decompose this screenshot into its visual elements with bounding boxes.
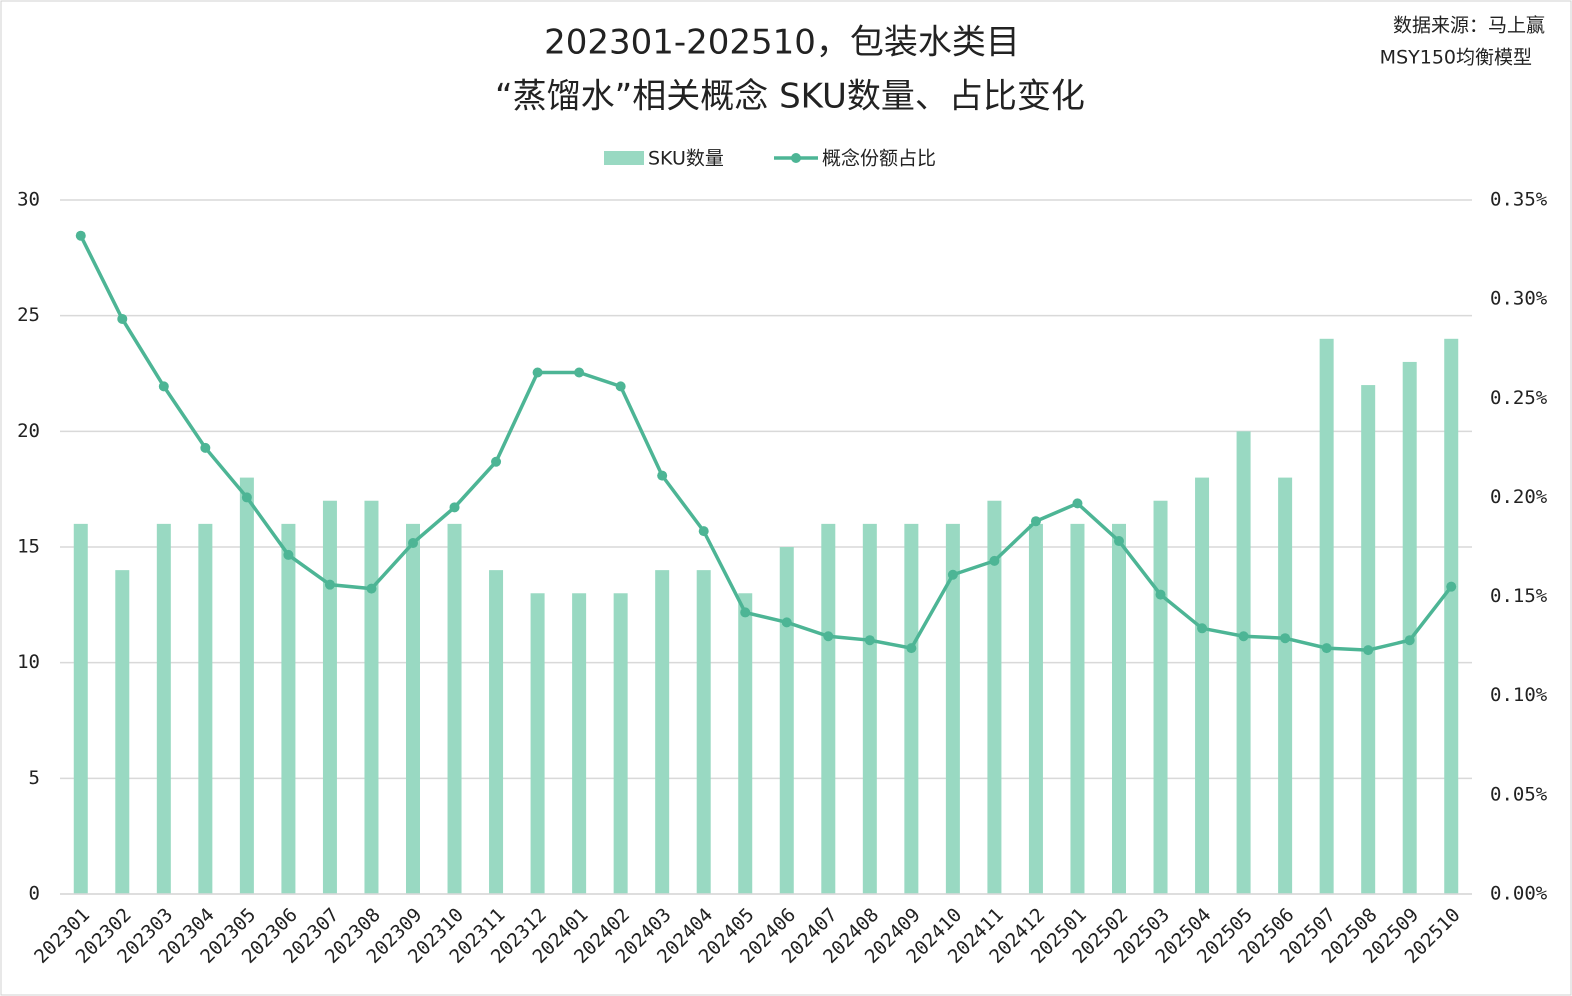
bar	[115, 570, 130, 894]
point	[1030, 516, 1041, 527]
point	[1238, 631, 1249, 642]
legend-swatch	[791, 153, 801, 163]
source: MSY150均衡模型	[1380, 47, 1532, 69]
bar	[738, 593, 753, 894]
y2-tick-label: 0.00%	[1490, 883, 1548, 905]
y2-tick-label: 0.35%	[1490, 189, 1548, 211]
bar	[1236, 431, 1251, 894]
y2-tick-label: 0.25%	[1490, 387, 1548, 409]
bar	[73, 523, 88, 894]
y-tick-label: 5	[29, 767, 40, 789]
point	[698, 526, 709, 537]
point	[1197, 623, 1208, 634]
point	[1446, 581, 1457, 592]
bar	[1444, 338, 1459, 894]
legend-label: 概念份额占比	[822, 147, 936, 170]
chart-title: 202301-202510，包装水类目	[544, 23, 1020, 63]
y-tick-label: 20	[17, 420, 40, 442]
point	[158, 381, 169, 392]
bar	[1153, 500, 1168, 894]
point	[989, 555, 1000, 566]
legend-label: SKU数量	[648, 148, 724, 170]
bar	[281, 523, 296, 894]
point	[366, 583, 377, 594]
source: 数据来源：马上赢	[1393, 15, 1545, 37]
bar	[1070, 523, 1085, 894]
point	[740, 607, 751, 618]
point	[1404, 635, 1415, 646]
point	[864, 635, 875, 646]
point	[1114, 536, 1124, 547]
point	[1155, 589, 1166, 600]
bar	[489, 570, 504, 894]
bar	[904, 523, 919, 894]
y-tick-label: 25	[17, 304, 40, 326]
y-tick-label: 15	[17, 536, 40, 558]
y2-tick-label: 0.15%	[1490, 585, 1548, 607]
bar	[821, 523, 836, 894]
legend-swatch	[604, 151, 644, 165]
point	[117, 313, 128, 324]
bar	[447, 523, 462, 894]
bar	[655, 570, 670, 894]
bar	[530, 593, 545, 894]
bar	[1319, 338, 1334, 894]
point	[1072, 498, 1083, 509]
bar	[696, 570, 711, 894]
point	[491, 456, 502, 467]
y2-tick-label: 0.20%	[1490, 486, 1548, 508]
y2-tick-label: 0.30%	[1490, 288, 1548, 310]
point	[283, 549, 294, 560]
bar	[572, 593, 587, 894]
bar	[613, 593, 628, 894]
y2-tick-label: 0.05%	[1490, 783, 1548, 805]
point	[781, 617, 792, 628]
chart-subtitle: “蒸馏水”相关概念 SKU数量、占比变化	[495, 77, 1085, 117]
bar	[239, 477, 254, 894]
bar	[364, 500, 379, 894]
bar	[779, 547, 794, 894]
bar	[322, 500, 337, 894]
point	[408, 538, 418, 549]
point	[574, 367, 585, 378]
point	[906, 643, 917, 654]
bar	[1361, 385, 1376, 894]
y-tick-label: 10	[17, 651, 40, 673]
y-tick-label: 30	[17, 189, 40, 211]
point	[1363, 645, 1374, 656]
bar	[1112, 523, 1126, 894]
bar	[156, 523, 171, 894]
point	[241, 492, 252, 503]
point	[324, 579, 335, 590]
bar	[406, 523, 420, 894]
point	[449, 502, 460, 513]
point	[1280, 633, 1291, 644]
y-tick-label: 0	[29, 883, 40, 905]
bar	[198, 523, 213, 894]
point	[75, 230, 86, 241]
point	[532, 367, 543, 378]
point	[1321, 643, 1332, 654]
bar	[1278, 477, 1293, 894]
bar	[1195, 477, 1210, 894]
point	[615, 381, 626, 392]
line	[79, 234, 1453, 652]
point	[657, 470, 668, 481]
bar	[945, 523, 960, 894]
bar	[1028, 523, 1043, 894]
point	[947, 569, 958, 580]
bar	[1402, 361, 1417, 894]
bar	[862, 523, 877, 894]
point	[200, 442, 211, 453]
y2-tick-label: 0.10%	[1490, 684, 1548, 706]
point	[823, 631, 834, 642]
bar	[987, 500, 1002, 894]
